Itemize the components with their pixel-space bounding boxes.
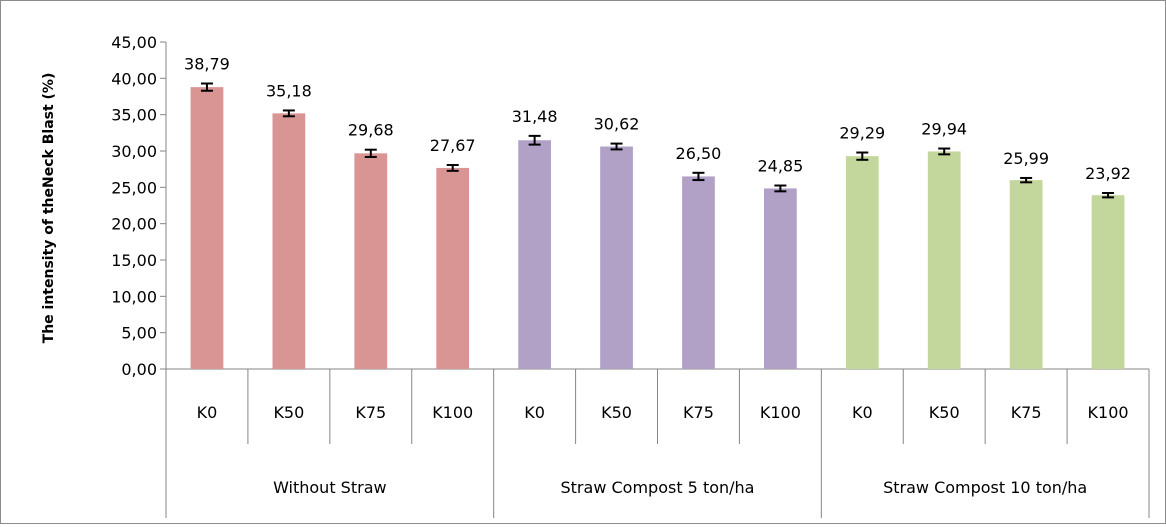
bar bbox=[354, 153, 388, 369]
category-label: K0 bbox=[197, 403, 218, 422]
group-label: Without Straw bbox=[273, 478, 387, 497]
bar bbox=[436, 167, 470, 369]
category-label: K100 bbox=[432, 403, 473, 422]
group-label: Straw Compost 10 ton/ha bbox=[883, 478, 1087, 497]
category-label: K0 bbox=[852, 403, 873, 422]
category-label: K75 bbox=[1011, 403, 1042, 422]
y-tick-label: 30,00 bbox=[111, 142, 157, 161]
group-label: Straw Compost 5 ton/ha bbox=[561, 478, 755, 497]
category-label: K50 bbox=[601, 403, 632, 422]
bar bbox=[845, 156, 879, 369]
data-label: 29,68 bbox=[348, 121, 394, 140]
y-tick-label: 45,00 bbox=[111, 33, 157, 52]
category-label: K50 bbox=[929, 403, 960, 422]
category-label: K50 bbox=[273, 403, 304, 422]
bar bbox=[1091, 195, 1125, 369]
data-label: 23,92 bbox=[1085, 164, 1131, 183]
data-label: 27,67 bbox=[430, 136, 476, 155]
y-tick-label: 20,00 bbox=[111, 215, 157, 234]
data-label: 29,94 bbox=[921, 120, 967, 139]
bar bbox=[1009, 180, 1043, 369]
category-label: K100 bbox=[1088, 403, 1129, 422]
y-tick-label: 35,00 bbox=[111, 106, 157, 125]
category-label: K0 bbox=[524, 403, 545, 422]
data-label: 29,29 bbox=[839, 124, 885, 143]
data-label: 26,50 bbox=[676, 144, 722, 163]
bar bbox=[763, 188, 797, 369]
data-label: 24,85 bbox=[757, 157, 803, 176]
bar bbox=[518, 140, 552, 369]
data-label: 31,48 bbox=[512, 107, 558, 126]
data-label: 38,79 bbox=[184, 54, 230, 73]
y-tick-label: 0,00 bbox=[121, 360, 157, 379]
y-axis-label: The intensity of theNeck Blast (%) bbox=[41, 73, 57, 344]
bar bbox=[682, 176, 715, 369]
y-tick-label: 15,00 bbox=[111, 251, 157, 270]
data-label: 35,18 bbox=[266, 81, 312, 100]
y-tick-label: 40,00 bbox=[111, 69, 157, 88]
y-tick-label: 25,00 bbox=[111, 178, 157, 197]
y-tick-label: 10,00 bbox=[111, 287, 157, 306]
bar bbox=[272, 113, 306, 369]
category-label: K100 bbox=[760, 403, 801, 422]
bar bbox=[190, 87, 224, 369]
data-label: 30,62 bbox=[594, 115, 640, 134]
category-label: K75 bbox=[683, 403, 714, 422]
bar bbox=[600, 146, 633, 369]
y-tick-label: 5,00 bbox=[121, 324, 157, 343]
category-label: K75 bbox=[355, 403, 386, 422]
bar bbox=[927, 151, 961, 369]
data-label: 25,99 bbox=[1003, 149, 1049, 168]
